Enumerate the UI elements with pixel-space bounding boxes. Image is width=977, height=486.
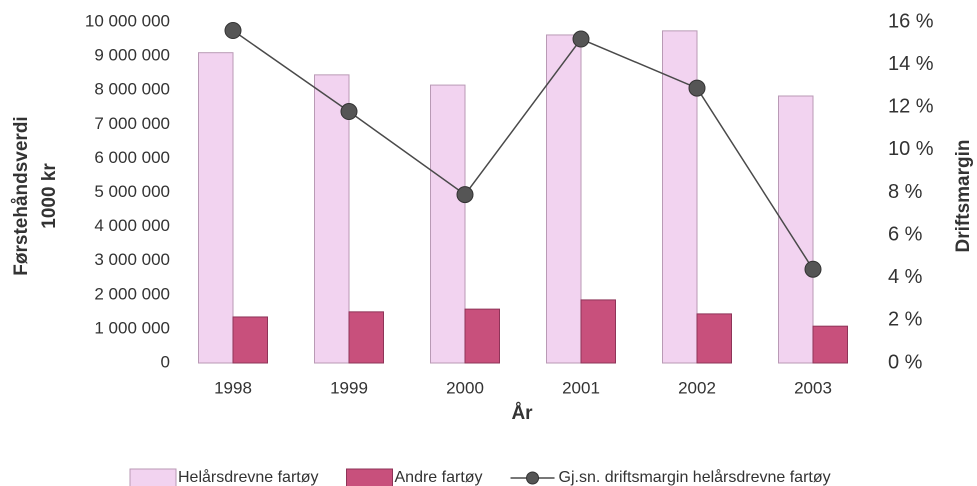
x-tick-label: 1998 [214,378,252,397]
y-tick-label: 6 000 000 [94,148,170,167]
bar [778,95,814,364]
y2-tick-label: 0 % [888,351,923,373]
y-tick-label: 4 000 000 [94,216,170,235]
bar [348,311,384,364]
x-tick-label: 2000 [446,378,484,397]
bar [546,34,582,364]
y-axis-label: 1000 kr [39,163,60,229]
legend-label: Gj.sn. driftsmargin helårsdrevne fartøy [559,468,831,486]
y2-axis-label: Driftsmargin [953,140,974,253]
x-tick-label: 2002 [678,378,716,397]
bar [314,74,350,364]
line [232,29,814,270]
y2-tick-label: 14 % [888,53,934,75]
y-tick-label: 9 000 000 [94,46,170,65]
bar [580,299,616,364]
bar [198,52,234,364]
legend-marker [526,471,540,485]
x-axis-label: År [511,403,533,424]
bar [812,325,848,364]
x-tick-label: 2001 [562,378,600,397]
y-tick-label: 8 000 000 [94,80,170,99]
marker [688,79,706,97]
marker [804,260,822,278]
bar [232,316,268,364]
legend-label: Helårsdrevne fartøy [178,468,319,486]
marker [456,186,474,204]
y-tick-label: 5 000 000 [94,182,170,201]
marker [224,22,242,40]
y2-tick-label: 12 % [888,96,934,118]
y2-tick-label: 6 % [888,223,923,245]
marker [572,30,590,48]
legend-swatch [346,468,393,486]
bar [696,313,732,364]
y-tick-label: 7 000 000 [94,114,170,133]
y2-tick-label: 16 % [888,10,934,32]
y2-tick-label: 2 % [888,309,923,331]
y-tick-label: 10 000 000 [85,11,170,30]
y2-tick-label: 8 % [888,181,923,203]
y2-tick-label: 4 % [888,266,923,288]
y-tick-label: 1 000 000 [94,318,170,337]
y-axis-label: Førstehåndsverdi [11,116,32,275]
y-tick-label: 2 000 000 [94,284,170,303]
x-tick-label: 1999 [330,378,368,397]
bar [430,84,466,364]
legend-label: Andre fartøy [395,469,483,486]
bar [464,308,500,364]
y-tick-label: 0 [161,352,170,371]
y2-tick-label: 10 % [888,138,934,160]
legend-swatch [129,468,177,486]
y-tick-label: 3 000 000 [94,250,170,269]
marker [340,103,358,121]
x-tick-label: 2003 [794,378,832,397]
